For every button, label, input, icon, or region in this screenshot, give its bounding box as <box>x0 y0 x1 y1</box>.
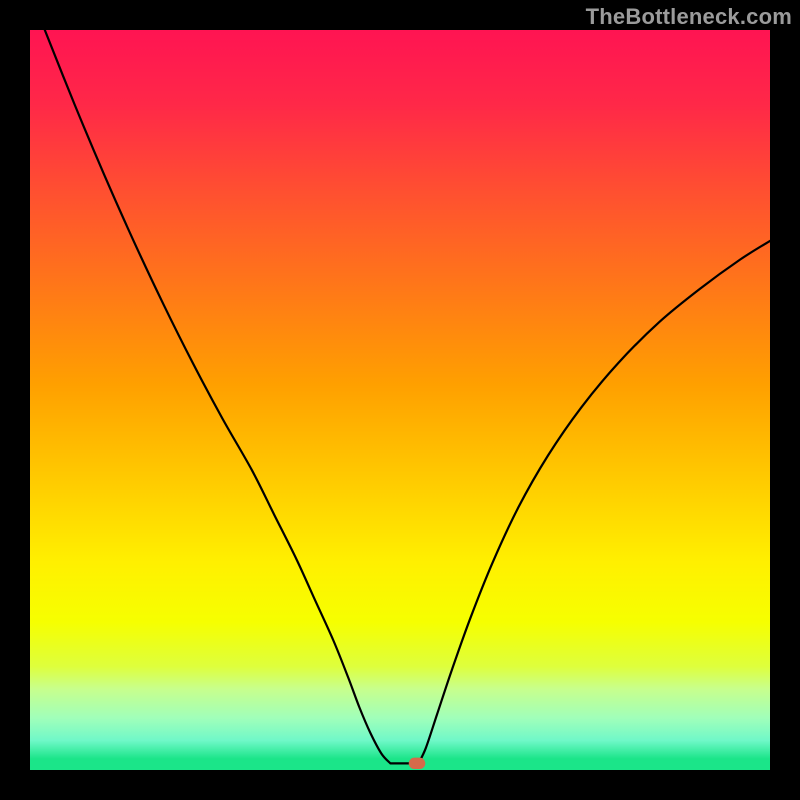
chart-svg <box>30 30 770 770</box>
gradient-background <box>30 30 770 770</box>
notch-marker <box>409 758 425 768</box>
outer-frame: TheBottleneck.com <box>0 0 800 800</box>
plot-area <box>30 30 770 770</box>
watermark-text: TheBottleneck.com <box>586 4 792 30</box>
